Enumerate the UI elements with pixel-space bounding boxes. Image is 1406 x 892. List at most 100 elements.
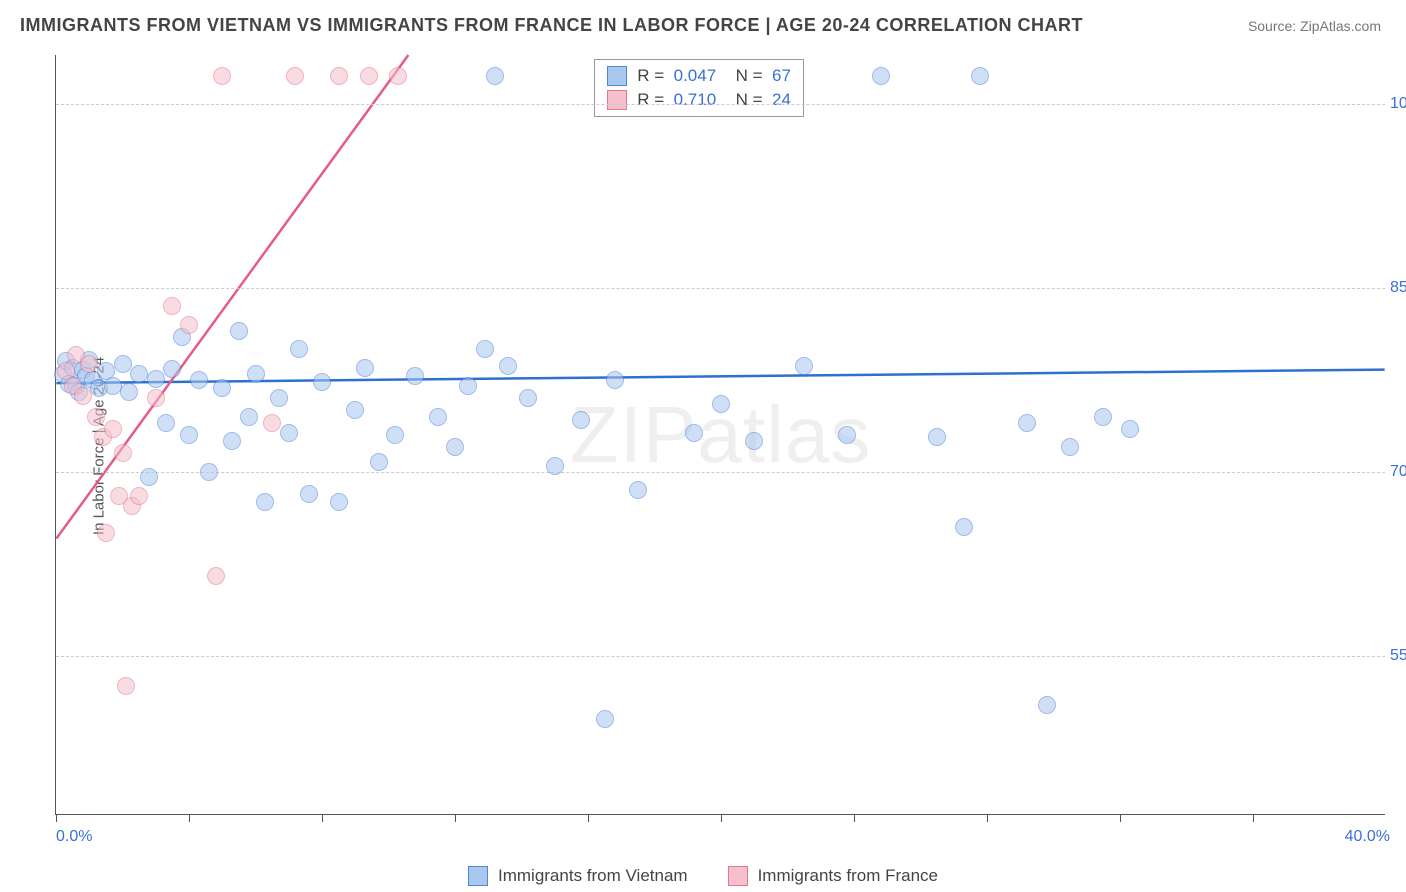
data-point bbox=[114, 444, 132, 462]
data-point bbox=[190, 371, 208, 389]
data-point bbox=[606, 371, 624, 389]
data-point bbox=[330, 67, 348, 85]
data-point bbox=[1018, 414, 1036, 432]
data-point bbox=[223, 432, 241, 450]
stat-r: R = 0.047 bbox=[637, 66, 716, 86]
data-point bbox=[459, 377, 477, 395]
legend-swatch bbox=[468, 866, 488, 886]
x-tick-label: 0.0% bbox=[56, 828, 92, 846]
data-point bbox=[200, 463, 218, 481]
x-tick bbox=[56, 814, 57, 822]
data-point bbox=[476, 340, 494, 358]
data-point bbox=[147, 389, 165, 407]
data-point bbox=[213, 379, 231, 397]
data-point bbox=[80, 355, 98, 373]
data-point bbox=[157, 414, 175, 432]
data-point bbox=[1121, 420, 1139, 438]
data-point bbox=[180, 316, 198, 334]
data-point bbox=[546, 457, 564, 475]
data-point bbox=[240, 408, 258, 426]
data-point bbox=[290, 340, 308, 358]
legend-swatch bbox=[607, 90, 627, 110]
stats-legend: R = 0.047 N = 67R = 0.710 N = 24 bbox=[594, 59, 804, 117]
gridline bbox=[56, 656, 1385, 657]
x-tick bbox=[189, 814, 190, 822]
data-point bbox=[971, 67, 989, 85]
data-point bbox=[163, 360, 181, 378]
plot-area: ZIPatlas R = 0.047 N = 67R = 0.710 N = 2… bbox=[55, 55, 1385, 815]
data-point bbox=[406, 367, 424, 385]
data-point bbox=[1094, 408, 1112, 426]
data-point bbox=[629, 481, 647, 499]
data-point bbox=[519, 389, 537, 407]
data-point bbox=[499, 357, 517, 375]
stat-r: R = 0.710 bbox=[637, 90, 716, 110]
data-point bbox=[87, 408, 105, 426]
source-label: Source: ZipAtlas.com bbox=[1248, 18, 1381, 34]
data-point bbox=[1038, 696, 1056, 714]
stat-n: N = 67 bbox=[726, 66, 791, 86]
data-point bbox=[117, 677, 135, 695]
x-tick bbox=[588, 814, 589, 822]
data-point bbox=[838, 426, 856, 444]
gridline bbox=[56, 472, 1385, 473]
y-tick-label: 85.0% bbox=[1390, 279, 1406, 297]
data-point bbox=[247, 365, 265, 383]
data-point bbox=[256, 493, 274, 511]
legend-label: Immigrants from France bbox=[758, 866, 938, 886]
x-tick bbox=[1253, 814, 1254, 822]
x-tick bbox=[854, 814, 855, 822]
y-tick-label: 55.0% bbox=[1390, 647, 1406, 665]
x-tick bbox=[721, 814, 722, 822]
data-point bbox=[213, 67, 231, 85]
data-point bbox=[745, 432, 763, 450]
legend-swatch bbox=[607, 66, 627, 86]
data-point bbox=[389, 67, 407, 85]
stats-row: R = 0.047 N = 67 bbox=[607, 64, 791, 88]
data-point bbox=[446, 438, 464, 456]
legend-label: Immigrants from Vietnam bbox=[498, 866, 688, 886]
data-point bbox=[286, 67, 304, 85]
data-point bbox=[872, 67, 890, 85]
data-point bbox=[370, 453, 388, 471]
stats-row: R = 0.710 N = 24 bbox=[607, 88, 791, 112]
data-point bbox=[712, 395, 730, 413]
data-point bbox=[97, 524, 115, 542]
series-legend: Immigrants from Vietnam Immigrants from F… bbox=[468, 866, 938, 886]
chart-title: IMMIGRANTS FROM VIETNAM VS IMMIGRANTS FR… bbox=[20, 15, 1083, 36]
y-tick-label: 100.0% bbox=[1390, 95, 1406, 113]
gridline bbox=[56, 288, 1385, 289]
data-point bbox=[140, 468, 158, 486]
x-tick bbox=[322, 814, 323, 822]
data-point bbox=[330, 493, 348, 511]
legend-item: Immigrants from France bbox=[728, 866, 938, 886]
data-point bbox=[114, 355, 132, 373]
data-point bbox=[1061, 438, 1079, 456]
data-point bbox=[104, 420, 122, 438]
data-point bbox=[263, 414, 281, 432]
x-tick-label: 40.0% bbox=[1345, 828, 1390, 846]
data-point bbox=[270, 389, 288, 407]
x-tick bbox=[987, 814, 988, 822]
x-tick bbox=[1120, 814, 1121, 822]
data-point bbox=[180, 426, 198, 444]
data-point bbox=[74, 387, 92, 405]
gridline bbox=[56, 104, 1385, 105]
data-point bbox=[685, 424, 703, 442]
y-tick-label: 70.0% bbox=[1390, 463, 1406, 481]
legend-swatch bbox=[728, 866, 748, 886]
data-point bbox=[207, 567, 225, 585]
data-point bbox=[120, 383, 138, 401]
data-point bbox=[429, 408, 447, 426]
data-point bbox=[130, 487, 148, 505]
data-point bbox=[346, 401, 364, 419]
data-point bbox=[486, 67, 504, 85]
trend-line bbox=[56, 55, 408, 539]
legend-item: Immigrants from Vietnam bbox=[468, 866, 688, 886]
data-point bbox=[360, 67, 378, 85]
data-point bbox=[147, 370, 165, 388]
stat-n: N = 24 bbox=[726, 90, 791, 110]
data-point bbox=[955, 518, 973, 536]
data-point bbox=[386, 426, 404, 444]
data-point bbox=[928, 428, 946, 446]
